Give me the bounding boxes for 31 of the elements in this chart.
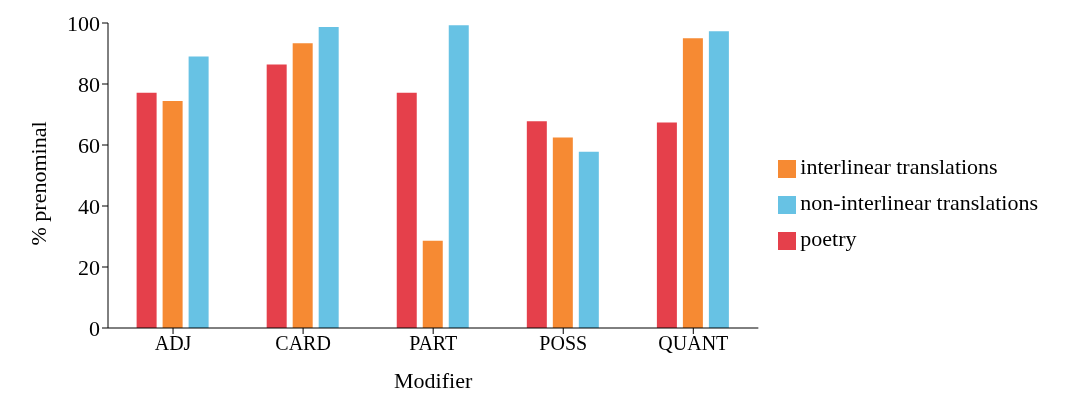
x-tick-label: POSS xyxy=(539,332,588,355)
bar xyxy=(422,240,443,328)
bar xyxy=(682,38,703,328)
bar xyxy=(552,137,573,328)
y-tick-label: 80 xyxy=(78,71,100,97)
y-tick-label: 0 xyxy=(89,315,100,341)
bar xyxy=(188,56,209,328)
legend-label: interlinear translations xyxy=(800,154,998,179)
bar xyxy=(708,31,729,328)
x-tick-label: PART xyxy=(409,332,458,355)
legend-label: poetry xyxy=(800,226,857,251)
x-tick-label: CARD xyxy=(275,332,331,355)
bar xyxy=(162,101,183,328)
y-tick-label: 40 xyxy=(78,193,100,219)
y-tick-label: 60 xyxy=(78,132,100,158)
x-axis-title: Modifier xyxy=(394,368,473,393)
bar xyxy=(136,92,157,328)
y-tick-label: 100 xyxy=(67,10,100,36)
x-tick-label: ADJ xyxy=(154,332,192,355)
bar xyxy=(448,25,469,328)
bar xyxy=(578,151,599,328)
bar xyxy=(292,43,313,328)
bar xyxy=(318,26,339,328)
y-tick-label: 20 xyxy=(78,254,100,280)
x-tick-label: QUANT xyxy=(658,332,729,355)
y-axis-title: % prenominal xyxy=(25,121,51,246)
bar xyxy=(656,122,677,328)
bar xyxy=(266,64,287,328)
bar xyxy=(526,121,547,328)
legend-label: non-interlinear translations xyxy=(800,190,1038,215)
bar xyxy=(396,92,417,328)
